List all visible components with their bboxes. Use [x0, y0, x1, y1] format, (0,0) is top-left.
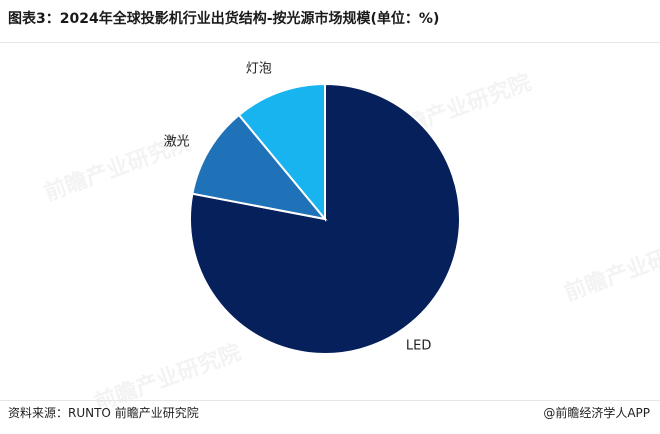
pie-labels: LED 激光 灯泡	[164, 62, 432, 354]
chart-title: 图表3：2024年全球投影机行业出货结构-按光源市场规模(单位：%)	[8, 11, 440, 27]
pie-slice-2	[191, 113, 328, 221]
source-note: 资料来源：RUNTO 前瞻产业研究院	[8, 406, 199, 420]
slice-label-2: 激光	[164, 134, 190, 149]
pie-slices	[189, 82, 461, 355]
slice-label-1: LED	[406, 338, 431, 353]
title-divider	[0, 42, 660, 43]
slice-label-3: 灯泡	[246, 62, 272, 77]
pie-slice-3	[237, 82, 326, 222]
brand-credit: @前瞻经济学人APP	[543, 406, 650, 420]
footer-divider	[0, 400, 660, 401]
